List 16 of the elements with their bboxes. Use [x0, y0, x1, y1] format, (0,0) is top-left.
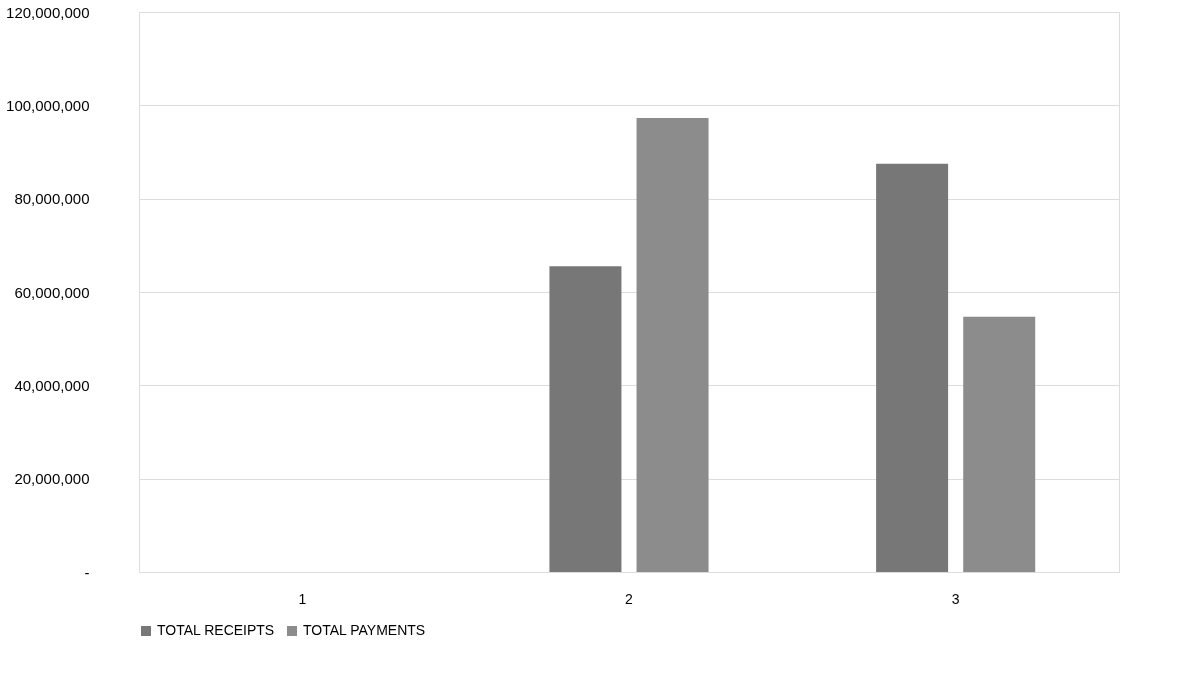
- y-tick-label: 80,000,000: [14, 190, 90, 208]
- bar: [636, 117, 709, 572]
- y-tick-label: 20,000,000: [14, 470, 90, 488]
- x-tick-label: 3: [951, 590, 960, 607]
- legend-label: TOTAL PAYMENTS: [303, 622, 426, 638]
- y-tick-label: 120,000,000: [6, 3, 90, 21]
- y-tick-label: 40,000,000: [14, 376, 90, 394]
- legend-label: TOTAL RECEIPTS: [157, 622, 275, 638]
- bar: [876, 163, 949, 572]
- y-tick-label: 100,000,000: [6, 96, 90, 114]
- x-tick-label: 1: [298, 590, 307, 607]
- x-tick-label: 2: [625, 590, 634, 607]
- bar: [549, 266, 622, 572]
- y-tick-label: -: [84, 563, 90, 581]
- y-tick-label: 60,000,000: [14, 283, 90, 301]
- bar: [963, 316, 1036, 572]
